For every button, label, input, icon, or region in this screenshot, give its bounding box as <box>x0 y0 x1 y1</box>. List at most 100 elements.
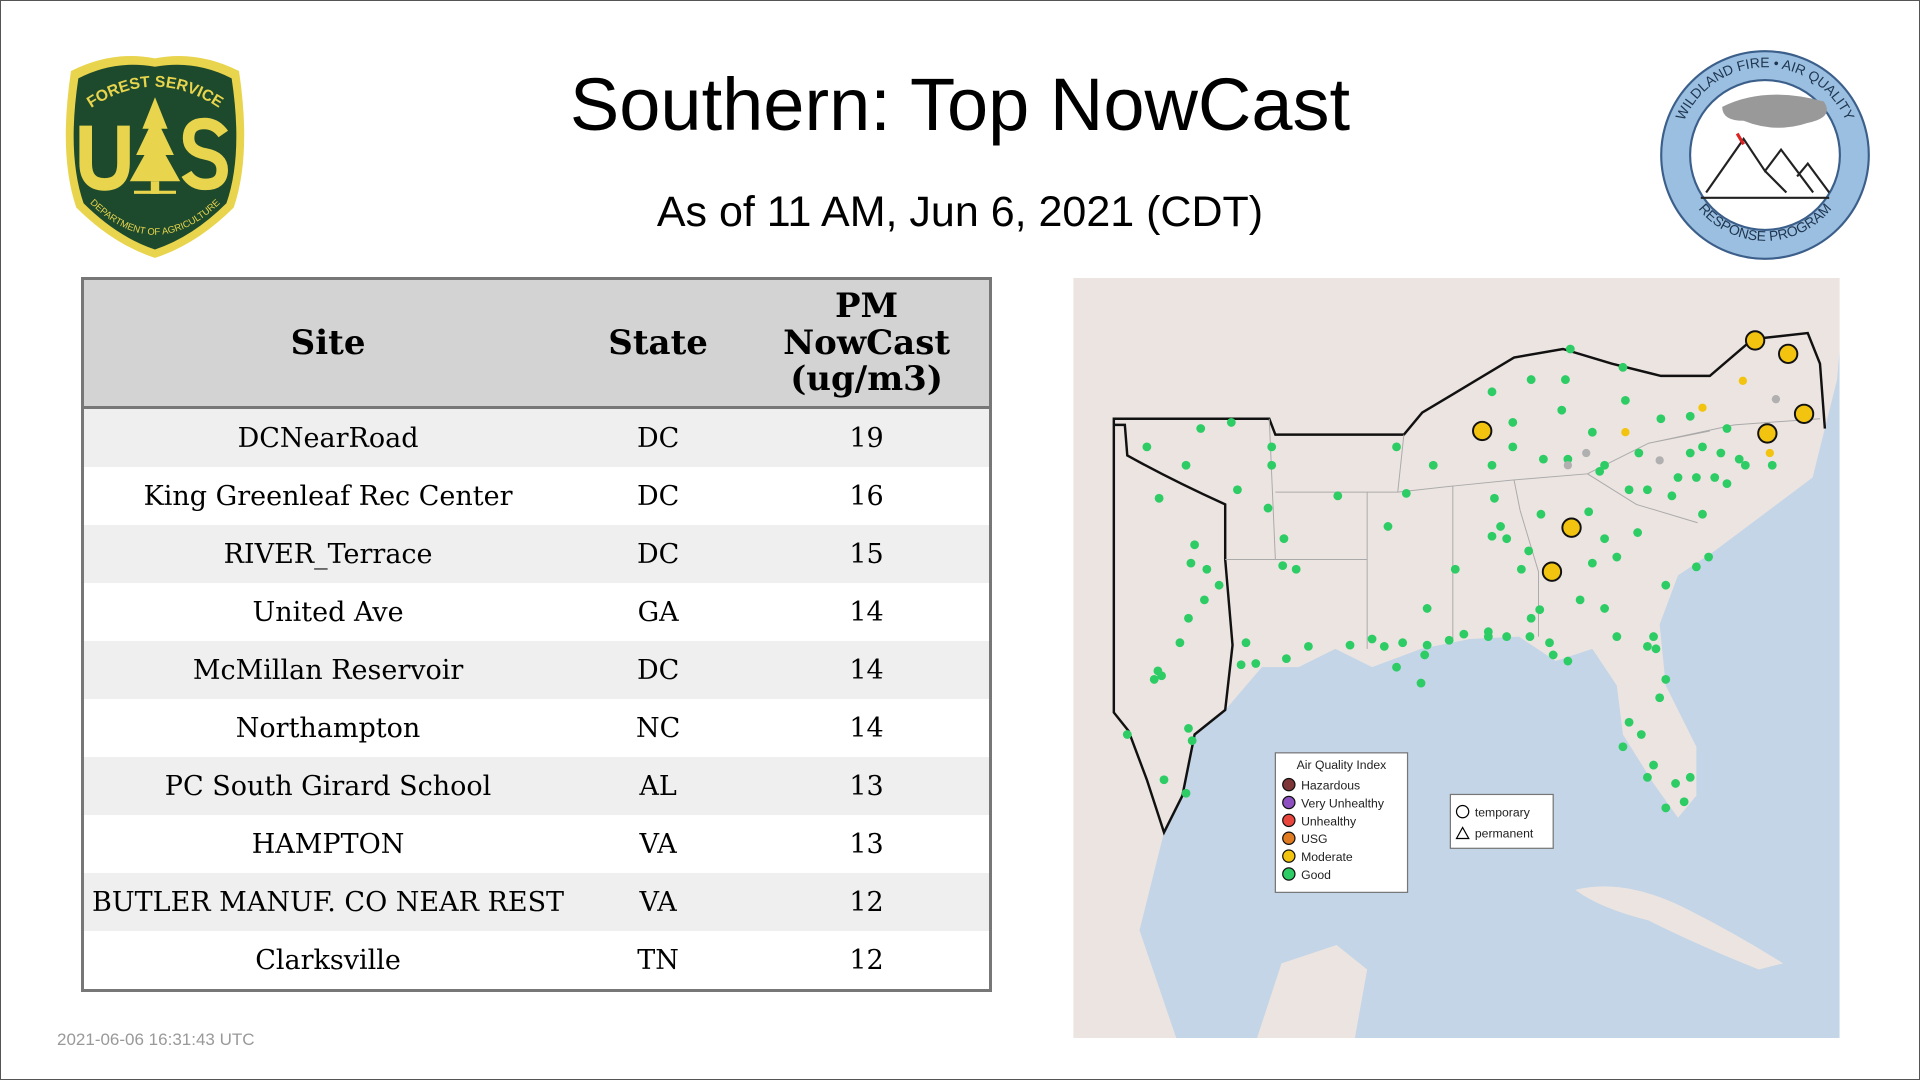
monitor-good[interactable] <box>1444 635 1454 645</box>
monitor-good[interactable] <box>1428 460 1438 470</box>
table-row[interactable]: HAMPTON VA 13 <box>82 815 991 873</box>
monitor-good[interactable] <box>1767 460 1777 470</box>
monitor-good[interactable] <box>1612 632 1622 641</box>
monitor-good[interactable] <box>1595 466 1605 476</box>
table-row[interactable]: PC South Girard School AL 13 <box>82 757 991 815</box>
monitor-good[interactable] <box>1281 654 1291 664</box>
monitor-moderate-top[interactable] <box>1757 423 1778 444</box>
monitor-good[interactable] <box>1181 788 1191 798</box>
table-row[interactable]: Clarksville TN 12 <box>82 931 991 991</box>
monitor-good[interactable] <box>1563 656 1573 666</box>
monitor-good[interactable] <box>1416 678 1426 688</box>
monitor-good[interactable] <box>1422 604 1432 613</box>
monitor-good[interactable] <box>1600 604 1609 613</box>
monitor-good[interactable] <box>1122 730 1132 739</box>
monitor-good[interactable] <box>1392 662 1401 672</box>
monitor-good[interactable] <box>1557 405 1567 415</box>
monitor-good[interactable] <box>1536 509 1546 519</box>
monitor-good[interactable] <box>1691 562 1701 572</box>
monitor-good[interactable] <box>1671 779 1680 788</box>
monitor-moderate[interactable] <box>1765 448 1774 458</box>
column-header-site[interactable]: Site <box>82 278 573 409</box>
monitor-good[interactable] <box>1587 558 1597 568</box>
monitor-good[interactable] <box>1401 488 1411 498</box>
monitor-good[interactable] <box>1643 641 1652 651</box>
aqi-map[interactable]: Air Quality Index Hazardous Very Unhealth… <box>1073 278 1840 1038</box>
table-row[interactable]: BUTLER MANUF. CO NEAR REST VA 12 <box>82 873 991 931</box>
monitor-good[interactable] <box>1226 418 1236 427</box>
monitor-good[interactable] <box>1450 564 1460 574</box>
monitor-no-data[interactable] <box>1563 461 1573 470</box>
monitor-good[interactable] <box>1600 460 1609 470</box>
monitor-good[interactable] <box>1345 640 1355 650</box>
monitor-good[interactable] <box>1487 387 1497 397</box>
monitor-good[interactable] <box>1383 522 1393 531</box>
monitor-good[interactable] <box>1398 638 1408 648</box>
monitor-good[interactable] <box>1740 460 1750 470</box>
monitor-moderate-top[interactable] <box>1541 561 1563 582</box>
monitor-moderate-top[interactable] <box>1778 343 1799 365</box>
monitor-good[interactable] <box>1181 460 1191 470</box>
monitor-good[interactable] <box>1649 632 1658 641</box>
monitor-good[interactable] <box>1679 797 1689 807</box>
monitor-good[interactable] <box>1199 595 1209 605</box>
monitor-good[interactable] <box>1524 546 1534 556</box>
monitor-good[interactable] <box>1202 564 1212 574</box>
monitor-good[interactable] <box>1251 659 1261 668</box>
monitor-good[interactable] <box>1279 534 1289 544</box>
monitor-moderate-top[interactable] <box>1561 517 1582 538</box>
monitor-good[interactable] <box>1600 534 1609 544</box>
monitor-good[interactable] <box>1698 509 1707 519</box>
monitor-good[interactable] <box>1267 442 1277 452</box>
monitor-good[interactable] <box>1716 448 1726 458</box>
monitor-good[interactable] <box>1190 540 1200 550</box>
monitor-good[interactable] <box>1618 362 1628 372</box>
monitor-good[interactable] <box>1575 595 1585 605</box>
monitor-good[interactable] <box>1722 479 1732 489</box>
monitor-good[interactable] <box>1186 558 1196 568</box>
monitor-good[interactable] <box>1159 775 1169 785</box>
monitor-no-data[interactable] <box>1655 456 1664 465</box>
monitor-good[interactable] <box>1636 730 1646 739</box>
monitor-good[interactable] <box>1526 613 1536 623</box>
monitor-moderate[interactable] <box>1738 376 1748 385</box>
monitor-good[interactable] <box>1685 448 1695 458</box>
monitor-good[interactable] <box>1459 629 1469 639</box>
monitor-good[interactable] <box>1620 395 1630 405</box>
monitor-good[interactable] <box>1267 460 1277 470</box>
monitor-good[interactable] <box>1496 522 1505 531</box>
monitor-good[interactable] <box>1643 485 1652 495</box>
monitor-good[interactable] <box>1149 675 1159 684</box>
monitor-good[interactable] <box>1685 411 1695 421</box>
monitor-good[interactable] <box>1545 638 1554 648</box>
monitor-good[interactable] <box>1236 660 1246 670</box>
table-row[interactable]: United Ave GA 14 <box>82 583 991 641</box>
monitor-good[interactable] <box>1367 634 1377 644</box>
monitor-good[interactable] <box>1502 534 1512 544</box>
monitor-good[interactable] <box>1490 493 1499 503</box>
monitor-good[interactable] <box>1487 460 1497 470</box>
monitor-good[interactable] <box>1587 427 1597 437</box>
monitor-good[interactable] <box>1651 644 1661 654</box>
monitor-good[interactable] <box>1612 552 1622 562</box>
monitor-good[interactable] <box>1584 507 1594 517</box>
monitor-good[interactable] <box>1734 454 1744 464</box>
monitor-good[interactable] <box>1175 638 1185 648</box>
monitor-good[interactable] <box>1278 561 1288 571</box>
monitor-good[interactable] <box>1656 414 1666 424</box>
monitor-good[interactable] <box>1704 552 1714 562</box>
monitor-good[interactable] <box>1241 638 1251 648</box>
monitor-good[interactable] <box>1516 564 1526 574</box>
monitor-no-data[interactable] <box>1582 448 1591 458</box>
monitor-good[interactable] <box>1667 491 1677 501</box>
table-row[interactable]: DCNearRoad DC 19 <box>82 407 991 467</box>
monitor-good[interactable] <box>1548 650 1558 660</box>
monitor-good[interactable] <box>1508 418 1518 427</box>
monitor-good[interactable] <box>1379 641 1389 651</box>
monitor-good[interactable] <box>1535 605 1545 615</box>
monitor-good[interactable] <box>1187 736 1197 746</box>
monitor-good[interactable] <box>1722 424 1732 433</box>
monitor-good[interactable] <box>1422 640 1432 650</box>
monitor-moderate[interactable] <box>1621 428 1630 437</box>
monitor-good[interactable] <box>1196 424 1206 433</box>
